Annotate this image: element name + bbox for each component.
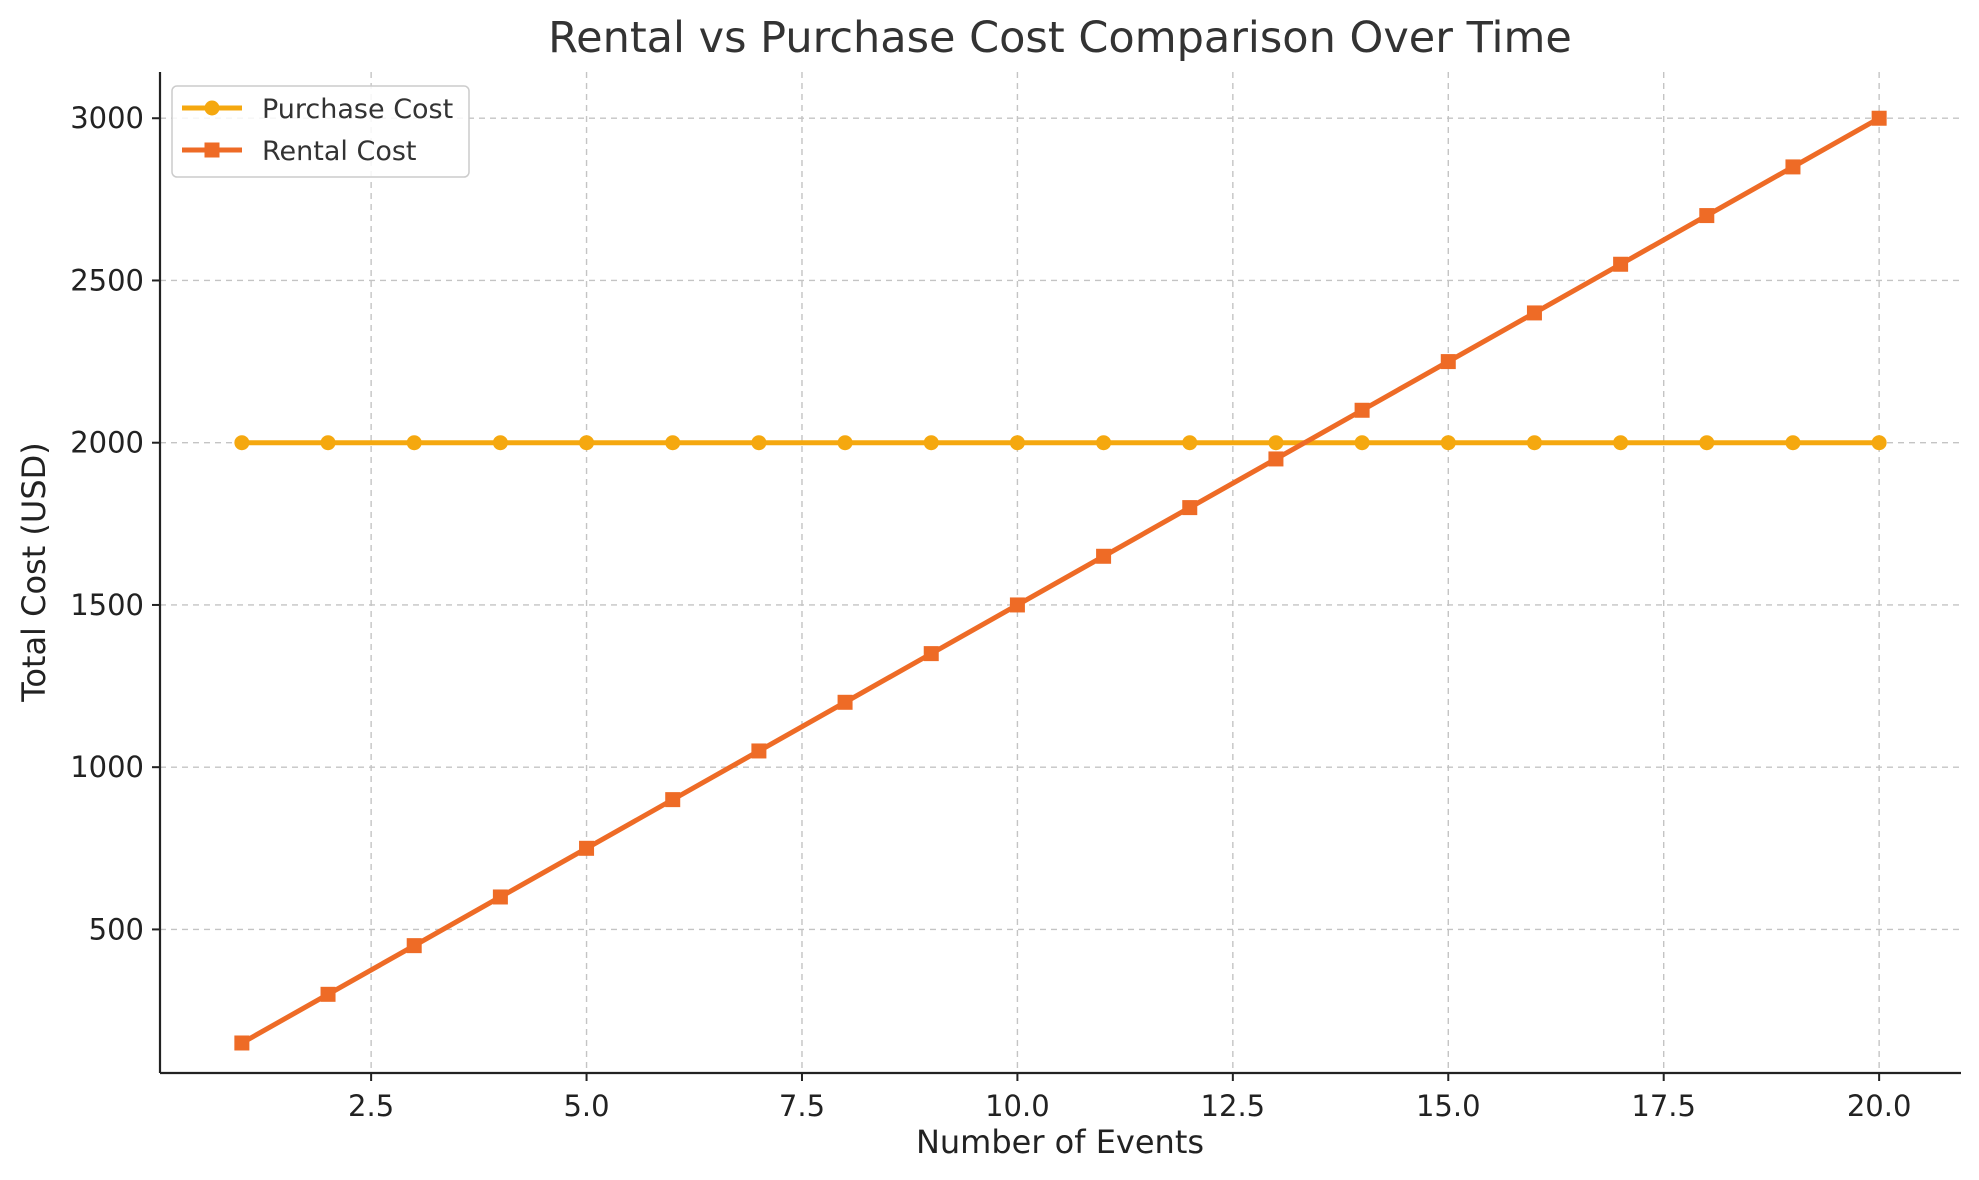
data-point: [406, 938, 422, 954]
data-point: [1268, 451, 1284, 467]
data-point: [1182, 435, 1198, 451]
data-point: [1440, 354, 1456, 370]
data-point: [1526, 435, 1542, 451]
legend: Purchase Cost Rental Cost: [171, 85, 470, 178]
series-line: [239, 115, 1882, 1046]
data-point: [234, 1035, 250, 1051]
data-point: [1354, 402, 1370, 418]
legend-label: Rental Cost: [262, 136, 417, 167]
tick-labels: 2.5 5.0 7.5 10.0 12.5 15.0 17.5 20.0 500 1000 1500…: [70, 101, 1911, 1123]
data-point: [1699, 435, 1715, 451]
data-point: [579, 840, 595, 856]
data-point: [665, 792, 681, 808]
data-point: [1268, 435, 1284, 451]
data-point: [1009, 435, 1025, 451]
legend-box: [171, 85, 470, 178]
y-tick-label: 3000: [70, 101, 144, 135]
data-point: [320, 986, 336, 1002]
data-point: [1871, 110, 1887, 126]
series-rental-cost: [234, 110, 1887, 1051]
data-point: [1009, 597, 1025, 613]
data-point: [1785, 159, 1801, 175]
data-point: [923, 646, 939, 662]
x-tick-label: 20.0: [1847, 1089, 1912, 1123]
plot-area: [234, 110, 1887, 1051]
data-point: [1613, 256, 1629, 272]
data-point: [1871, 435, 1887, 451]
y-tick-label: 1500: [70, 588, 144, 622]
data-point: [751, 743, 767, 759]
y-tick-label: 1000: [70, 750, 144, 784]
data-point: [1096, 435, 1112, 451]
x-tick-label: 10.0: [985, 1089, 1050, 1123]
data-point: [751, 435, 767, 451]
data-point: [406, 435, 422, 451]
data-point: [234, 435, 250, 451]
legend-entries: Purchase Cost Rental Cost: [182, 94, 453, 167]
data-point: [1440, 435, 1456, 451]
series-purchase-cost: [234, 435, 1887, 451]
chart-title: Rental vs Purchase Cost Comparison Over …: [548, 13, 1572, 63]
data-point: [320, 435, 336, 451]
data-point: [1526, 305, 1542, 321]
data-point: [579, 435, 595, 451]
x-tick-label: 17.5: [1631, 1089, 1696, 1123]
x-tick-label: 2.5: [348, 1089, 394, 1123]
data-point: [1182, 500, 1198, 516]
y-tick-label: 2000: [70, 426, 144, 460]
y-axis-label: Total Cost (USD): [15, 442, 53, 703]
data-point: [1096, 548, 1112, 564]
data-point: [492, 889, 508, 905]
data-point: [665, 435, 681, 451]
y-tick-label: 2500: [70, 263, 144, 297]
x-tick-label: 7.5: [779, 1089, 825, 1123]
data-point: [492, 435, 508, 451]
data-point: [1785, 435, 1801, 451]
data-point: [1613, 435, 1629, 451]
x-tick-label: 12.5: [1201, 1089, 1266, 1123]
y-tick-label: 500: [89, 912, 144, 946]
x-axis-label: Number of Events: [916, 1123, 1204, 1161]
legend-marker: [204, 142, 220, 158]
data-point: [923, 435, 939, 451]
x-tick-label: 5.0: [563, 1089, 609, 1123]
data-point: [1354, 435, 1370, 451]
data-point: [1699, 208, 1715, 224]
axes: [158, 72, 1961, 1075]
x-tick-label: 15.0: [1416, 1089, 1481, 1123]
legend-label: Purchase Cost: [262, 94, 453, 125]
data-point: [837, 694, 853, 710]
legend-marker: [204, 100, 220, 116]
data-point: [837, 435, 853, 451]
